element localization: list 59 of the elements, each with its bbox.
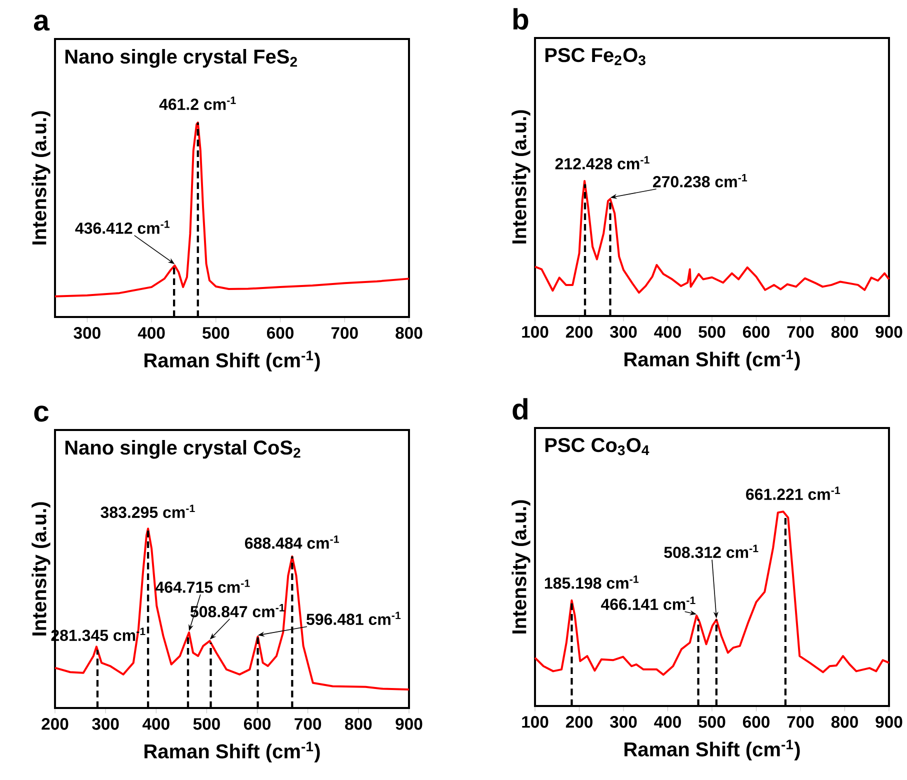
annotation: 688.484 cm$^{-1}$ [244, 536, 339, 549]
x-tick-label: 700 [787, 716, 814, 728]
y-axis-title: Intensity (a.u.) [32, 502, 50, 636]
x-tick-label: 300 [74, 327, 100, 339]
x-tick-label: 100 [522, 716, 548, 728]
x-tick-label: 400 [654, 716, 681, 728]
annotation: 596.481 cm$^{-1}$ [306, 612, 401, 625]
y-axis-title: Intensity (a.u.) [512, 500, 530, 634]
x-tick-label: 700 [787, 326, 814, 338]
y-axis-title: Intensity (a.u.) [32, 111, 50, 244]
x-tick-label: 400 [138, 327, 165, 339]
x-tick-label: 900 [396, 718, 422, 730]
x-tick-label: 200 [42, 718, 68, 730]
chart-title: Nano single crystal FeS$_{2}$ [65, 48, 297, 68]
y-axis-title: Intensity (a.u.) [512, 110, 530, 244]
x-tick-label: 800 [345, 718, 372, 730]
x-axis-title: Raman Shift (cm$^{-1}$) [144, 742, 320, 762]
annotation: 436.412 cm$^{-1}$ [75, 220, 170, 234]
chart-title: Nano single crystal CoS$_{2}$ [65, 440, 300, 459]
x-tick-label: 200 [566, 716, 592, 728]
x-tick-label: 300 [610, 716, 637, 728]
x-tick-label: 200 [566, 326, 592, 338]
annotation: 466.141 cm$^{-1}$ [600, 596, 696, 610]
x-tick-label: 400 [654, 326, 681, 338]
x-tick-label: 900 [876, 716, 902, 728]
x-tick-label: 600 [244, 718, 271, 730]
chart-title: PSC Co$_{3}$O$_{4}$ [545, 438, 650, 456]
x-tick-label: 500 [698, 326, 726, 338]
x-tick-label: 800 [396, 327, 422, 339]
x-tick-label: 700 [294, 718, 322, 730]
annotation: 212.428 cm$^{-1}$ [555, 156, 650, 170]
x-tick-label: 600 [266, 327, 294, 339]
x-axis-title: Raman Shift (cm$^{-1}$) [624, 350, 800, 370]
text: c [34, 406, 49, 422]
x-tick-label: 700 [331, 327, 358, 339]
annotation: 383.295 cm$^{-1}$ [100, 504, 195, 518]
x-tick-label: 300 [92, 718, 119, 730]
x-tick-label: 300 [610, 326, 637, 338]
x-tick-label: 600 [742, 326, 770, 338]
x-axis-title: Raman Shift (cm$^{-1}$) [624, 740, 800, 760]
x-tick-label: 800 [831, 326, 858, 338]
text: b [513, 8, 528, 30]
x-tick-label: 500 [193, 718, 220, 730]
annotation: 508.312 cm$^{-1}$ [664, 544, 758, 558]
chart-title: PSC Fe$_{2}$O$_{3}$ [545, 48, 646, 66]
x-axis-title: Raman Shift (cm$^{-1}$) [144, 350, 320, 372]
x-tick-label: 100 [522, 326, 548, 338]
x-tick-label: 800 [831, 716, 858, 728]
x-tick-label: 500 [698, 716, 726, 728]
x-tick-label: 600 [742, 716, 770, 728]
annotation: 185.198 cm$^{-1}$ [544, 576, 639, 589]
annotation: 270.238 cm$^{-1}$ [653, 174, 748, 188]
annotation: 661.221 cm$^{-1}$ [746, 486, 840, 500]
x-tick-label: 400 [142, 718, 170, 730]
annotation: 461.2 cm$^{-1}$ [159, 96, 236, 110]
x-tick-label: 500 [202, 327, 230, 339]
text: a [34, 14, 50, 31]
x-tick-label: 900 [876, 326, 902, 338]
text: d [512, 398, 528, 420]
